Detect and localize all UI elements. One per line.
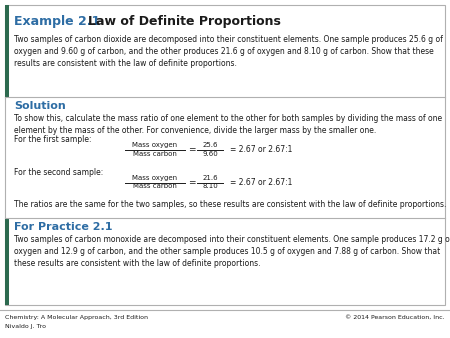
Text: © 2014 Pearson Education, Inc.: © 2014 Pearson Education, Inc. — [346, 315, 445, 320]
Text: Mass carbon: Mass carbon — [133, 150, 177, 156]
Text: =: = — [188, 145, 196, 154]
Text: 9.60: 9.60 — [202, 150, 218, 156]
Bar — [5, 5, 9, 97]
Text: Mass carbon: Mass carbon — [133, 184, 177, 190]
Text: Law of Definite Proportions: Law of Definite Proportions — [88, 16, 281, 28]
Text: 8.10: 8.10 — [202, 184, 218, 190]
Text: 21.6: 21.6 — [202, 175, 218, 181]
Text: Mass oxygen: Mass oxygen — [132, 175, 178, 181]
Text: The ratios are the same for the two samples, so these results are consistent wit: The ratios are the same for the two samp… — [14, 200, 446, 209]
Text: To show this, calculate the mass ratio of one element to the other for both samp: To show this, calculate the mass ratio o… — [14, 114, 442, 135]
Text: Example 2.1: Example 2.1 — [14, 16, 100, 28]
Text: Two samples of carbon monoxide are decomposed into their constituent elements. O: Two samples of carbon monoxide are decom… — [14, 235, 450, 268]
Text: 25.6: 25.6 — [202, 142, 218, 148]
Text: For Practice 2.1: For Practice 2.1 — [14, 222, 112, 232]
Text: Two samples of carbon dioxide are decomposed into their constituent elements. On: Two samples of carbon dioxide are decomp… — [14, 35, 443, 68]
Bar — [5, 5, 445, 305]
Text: = 2.67 or 2.67:1: = 2.67 or 2.67:1 — [230, 178, 292, 187]
Text: =: = — [188, 178, 196, 187]
Text: Chemistry: A Molecular Approach, 3rd Edition: Chemistry: A Molecular Approach, 3rd Edi… — [5, 315, 148, 320]
Text: For the first sample:: For the first sample: — [14, 135, 91, 144]
Bar — [5, 218, 9, 305]
Text: Solution: Solution — [14, 101, 66, 111]
Text: Mass oxygen: Mass oxygen — [132, 142, 178, 148]
Text: Nivaldo J. Tro: Nivaldo J. Tro — [5, 324, 46, 329]
Text: = 2.67 or 2.67:1: = 2.67 or 2.67:1 — [230, 145, 292, 154]
Text: For the second sample:: For the second sample: — [14, 168, 103, 177]
